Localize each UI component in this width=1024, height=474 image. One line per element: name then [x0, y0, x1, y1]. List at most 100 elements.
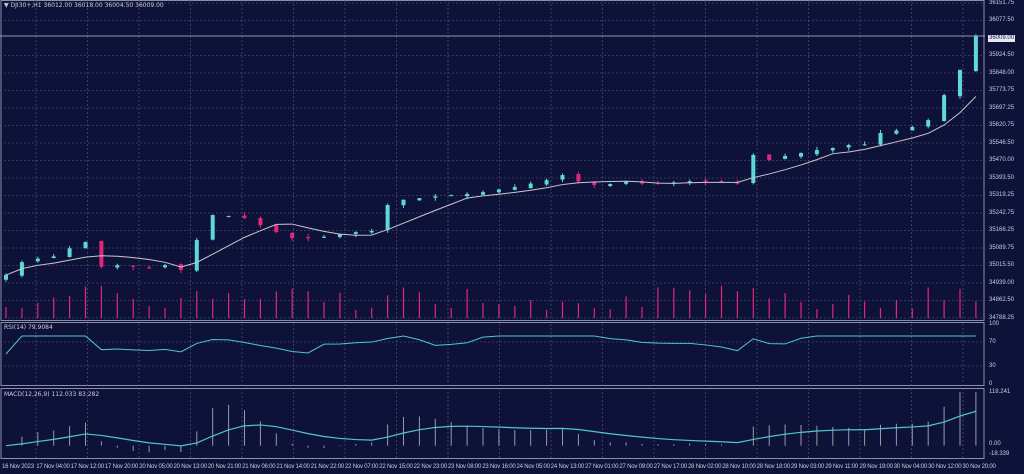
candle-body	[83, 242, 88, 249]
time-tick: 27 Nov 09:00	[619, 464, 653, 470]
moving-average-line	[5, 96, 977, 276]
time-tick: 17 Nov 12:00	[70, 464, 104, 470]
candle-body	[719, 180, 724, 182]
ohlc-values: 36012.00 36018.00 36004.50 36009.00	[43, 2, 164, 9]
time-tick: 29 Nov 03:00	[790, 464, 825, 470]
candle-body	[337, 234, 342, 238]
panel-frame	[0, 388, 985, 459]
candle-body	[290, 232, 295, 239]
candle-body	[353, 232, 358, 234]
price-tick: 36151.75	[989, 0, 1015, 6]
rsi-label: RSI(14) 79.9084	[4, 324, 53, 331]
candle-body	[369, 230, 374, 233]
price-tick: 35015.50	[989, 262, 1015, 268]
candle-body	[210, 215, 215, 240]
candle-body	[783, 155, 788, 159]
time-tick: 29 Nov 11:00	[825, 464, 859, 470]
rsi-level-label: 0	[989, 380, 993, 387]
candle-body	[560, 175, 565, 180]
candle-body	[306, 237, 311, 239]
time-tick: 27 Nov 01:00	[585, 464, 619, 470]
candle-body	[576, 174, 581, 182]
candle-body	[417, 198, 422, 201]
time-tick: 27 Nov 17:00	[653, 464, 687, 470]
candle-body	[401, 199, 406, 206]
panel-frame	[0, 322, 985, 386]
candle-body	[147, 267, 152, 269]
candle-body	[703, 180, 708, 182]
time-tick: 28 Nov 02:00	[688, 464, 722, 470]
price-tick: 34788.25	[989, 314, 1015, 321]
price-tick: 35697.25	[989, 104, 1015, 111]
price-tick: 35319.25	[989, 192, 1015, 198]
candle-body	[274, 225, 279, 233]
candle-body	[67, 248, 72, 257]
candle-body	[115, 265, 120, 268]
time-tick: 22 Nov 15:00	[379, 464, 413, 470]
candle-body	[846, 145, 851, 148]
price-tick: 35393.50	[989, 174, 1015, 181]
candle-body	[799, 153, 803, 157]
candle-body	[163, 265, 167, 268]
macd-level-label: 0.00	[989, 440, 1001, 447]
time-tick: 17 Nov 20:00	[104, 464, 139, 470]
candle-body	[322, 236, 326, 238]
candle-body	[194, 239, 199, 271]
macd-label: MACD(12,26,9) 112.033 83.282	[4, 391, 100, 398]
candle-body	[433, 196, 438, 198]
candle-body	[226, 215, 231, 217]
time-tick: 24 Nov 05:00	[516, 464, 550, 470]
symbol-header: ▼ DJI30+,H1 36012.00 36018.00 36004.50 3…	[4, 2, 164, 9]
macd-level-label: 118.241	[989, 388, 1011, 395]
time-tick: 20 Nov 05:00	[139, 464, 173, 470]
symbol-label: DJI30+,H1	[10, 2, 42, 9]
macd-level-label: -18.339	[989, 451, 1010, 457]
time-tick: 17 Nov 04:00	[36, 464, 70, 470]
current-price-label: 36009.00	[988, 34, 1016, 42]
price-tick: 35242.75	[989, 209, 1015, 216]
price-tick: 35924.50	[989, 52, 1015, 58]
candle-body	[35, 258, 40, 262]
candle-body	[4, 275, 8, 280]
time-tick: 23 Nov 16:00	[482, 464, 516, 470]
candle-body	[926, 120, 931, 127]
price-tick: 34862.50	[989, 297, 1015, 303]
price-tick: 35089.75	[989, 244, 1015, 251]
time-tick: 30 Nov 12:00	[928, 464, 962, 470]
time-tick: 29 Nov 19:00	[859, 464, 893, 470]
candle-body	[830, 148, 835, 151]
candle-body	[608, 184, 613, 186]
time-tick: 28 Nov 10:00	[722, 464, 756, 470]
candle-body	[878, 133, 883, 145]
candle-body	[385, 205, 390, 230]
candle-body	[242, 215, 247, 219]
price-tick: 34939.00	[989, 279, 1015, 286]
time-tick: 30 Nov 04:00	[893, 464, 928, 470]
candle-body	[258, 218, 263, 226]
rsi-level-label: 100	[989, 320, 1000, 327]
rsi-level-label: 30	[989, 362, 996, 369]
price-tick: 35166.25	[989, 227, 1015, 233]
candle-body	[751, 154, 756, 183]
candle-body	[449, 195, 454, 197]
price-tick: 35848.00	[989, 69, 1015, 76]
candle-body	[862, 144, 867, 146]
candle-body	[942, 95, 947, 121]
candle-body	[481, 192, 485, 195]
time-tick: 23 Nov 08:00	[447, 464, 482, 470]
candle-body	[910, 127, 915, 131]
rsi-line	[5, 335, 976, 355]
price-tick: 35470.00	[989, 157, 1015, 163]
candle-body	[767, 154, 772, 161]
candle-body	[624, 181, 629, 184]
time-tick: 21 Nov 22:00	[310, 464, 344, 470]
time-tick: 21 Nov 14:00	[276, 464, 310, 470]
candle-body	[51, 256, 56, 259]
candle-body	[544, 180, 549, 185]
candle-body	[973, 35, 978, 72]
candle-body	[894, 130, 899, 134]
time-tick: 22 Nov 07:00	[345, 464, 379, 470]
price-tick: 35620.75	[989, 122, 1015, 128]
